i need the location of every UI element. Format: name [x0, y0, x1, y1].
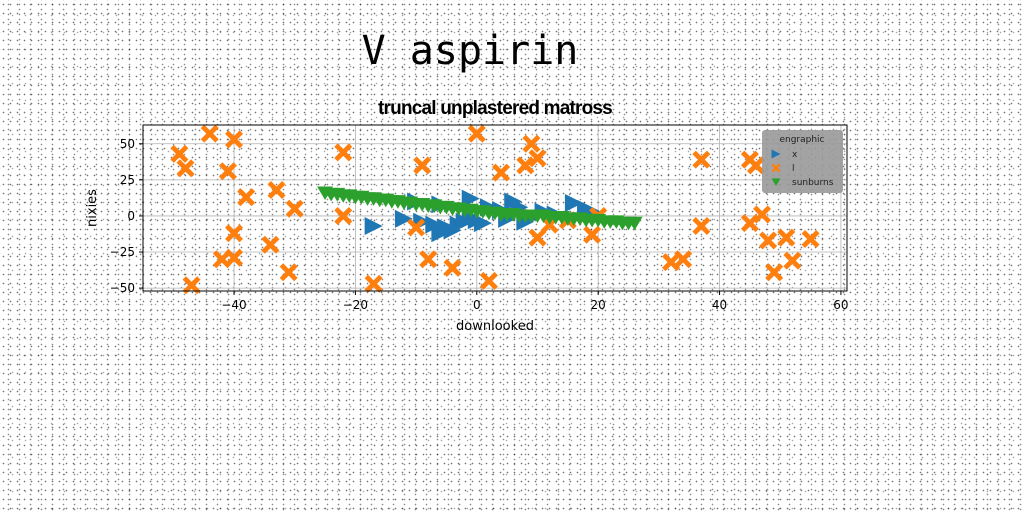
data-point-l — [753, 205, 772, 224]
data-point-l — [218, 162, 237, 181]
data-point-l — [443, 258, 462, 277]
data-point-l — [777, 228, 796, 247]
x-tick-label: 20 — [591, 298, 606, 312]
data-marks — [170, 124, 820, 295]
y-tick-label: 0 — [127, 209, 135, 223]
data-point-x — [364, 217, 383, 236]
data-point-x — [473, 214, 492, 233]
data-point-l — [662, 253, 680, 272]
legend-marker-sunburns — [771, 178, 781, 187]
x-axis-label: downlooked — [456, 319, 534, 334]
y-tick-label: −50 — [110, 281, 135, 295]
data-point-l — [419, 250, 438, 269]
data-point-l — [746, 156, 765, 175]
legend-title: engraphic — [779, 135, 824, 145]
y-tick-label: −25 — [110, 245, 135, 259]
data-point-l — [225, 224, 244, 243]
legend-label-x: x — [792, 150, 798, 160]
data-point-l — [170, 144, 189, 163]
data-point-l — [492, 163, 511, 182]
data-point-x — [461, 189, 480, 208]
data-point-l — [765, 263, 784, 282]
plot-frame — [142, 124, 848, 292]
series-l — [170, 124, 820, 295]
data-point-l — [479, 271, 498, 290]
data-point-x — [425, 215, 444, 234]
data-point-l — [407, 218, 426, 237]
y-tick-label: 50 — [120, 137, 135, 151]
data-point-l — [334, 143, 353, 162]
data-point-l — [182, 276, 201, 295]
data-point-l — [285, 199, 304, 218]
series-sunburns — [317, 186, 643, 231]
data-point-l — [528, 149, 547, 168]
data-point-l — [279, 263, 298, 282]
data-point-l — [583, 225, 602, 244]
data-point-l — [225, 248, 244, 267]
data-point-l — [200, 124, 219, 143]
legend-marker-l — [771, 163, 781, 173]
data-point-x — [394, 209, 413, 228]
data-point-l — [801, 230, 820, 249]
data-point-l — [176, 159, 195, 178]
data-point-l — [674, 250, 693, 269]
legend: engraphic xl sunburns — [762, 130, 843, 193]
data-point-l — [783, 251, 802, 270]
axis-ticks: −40 −20 0 20 40 60 −50 −25 0 25 50 — [110, 137, 849, 312]
legend-box — [762, 130, 843, 193]
x-tick-label: −20 — [343, 298, 368, 312]
data-point-l — [225, 130, 244, 149]
x-tick-label: 0 — [473, 298, 481, 312]
y-tick-label: 25 — [120, 173, 135, 187]
data-point-l — [267, 180, 286, 199]
data-point-l — [692, 217, 711, 236]
x-tick-label: 40 — [712, 298, 727, 312]
data-point-l — [528, 228, 547, 247]
data-point-sunburns — [626, 216, 643, 231]
data-point-l — [467, 124, 486, 143]
y-axis-label: nixies — [85, 189, 100, 227]
data-point-l — [522, 134, 541, 153]
data-point-l — [759, 231, 778, 250]
legend-label-l: l — [792, 164, 795, 174]
data-point-l — [364, 274, 383, 293]
data-point-l — [516, 156, 535, 175]
legend-label-sunburns: sunburns — [792, 178, 834, 188]
data-point-l — [692, 150, 711, 169]
data-point-x — [564, 193, 583, 212]
data-point-l — [261, 235, 280, 254]
legend-marker-x — [771, 149, 781, 159]
page-title: V aspirin — [361, 28, 579, 74]
x-tick-label: −40 — [221, 298, 246, 312]
data-point-l — [334, 206, 353, 225]
data-point-l — [413, 156, 432, 175]
data-point-l — [740, 214, 759, 233]
chart-title: truncal unplastered matross — [378, 98, 612, 119]
x-tick-label: 60 — [833, 298, 848, 312]
data-point-l — [237, 188, 256, 207]
